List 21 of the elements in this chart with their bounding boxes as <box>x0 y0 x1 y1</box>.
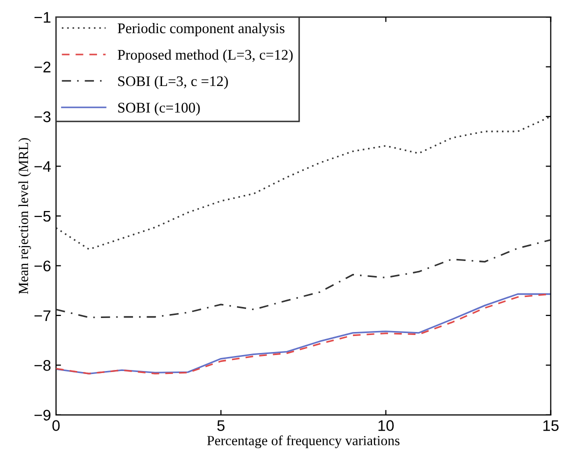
y-tick-label: −9 <box>34 410 50 421</box>
y-tick-label: −2 <box>34 62 50 72</box>
x-tick-label: 15 <box>543 420 559 431</box>
y-tick-label: −5 <box>34 211 51 222</box>
y-axis-title: Mean rejection level (MRL) <box>18 138 31 294</box>
legend-label: Periodic component analysis <box>118 22 284 36</box>
line-series <box>56 239 551 318</box>
y-tick-label: −6 <box>34 260 50 272</box>
legend-label: SOBI (c=100) <box>118 102 200 116</box>
y-tick-label: −3 <box>34 111 50 122</box>
y-tick-label: −8 <box>34 360 51 371</box>
x-tick-label: 0 <box>52 420 60 431</box>
y-tick-label: −4 <box>34 161 51 172</box>
legend-label: Proposed method (L=3, c=12) <box>118 49 293 63</box>
y-tick-label: −7 <box>34 310 50 321</box>
legend-label: SOBI (L=3, c =12) <box>118 76 228 90</box>
x-tick-label: 10 <box>378 420 394 431</box>
line-series <box>56 116 551 250</box>
x-axis-title: Percentage of frequency variations <box>207 435 400 448</box>
x-tick-label: 5 <box>217 420 225 431</box>
y-tick-label: −1 <box>34 12 50 23</box>
